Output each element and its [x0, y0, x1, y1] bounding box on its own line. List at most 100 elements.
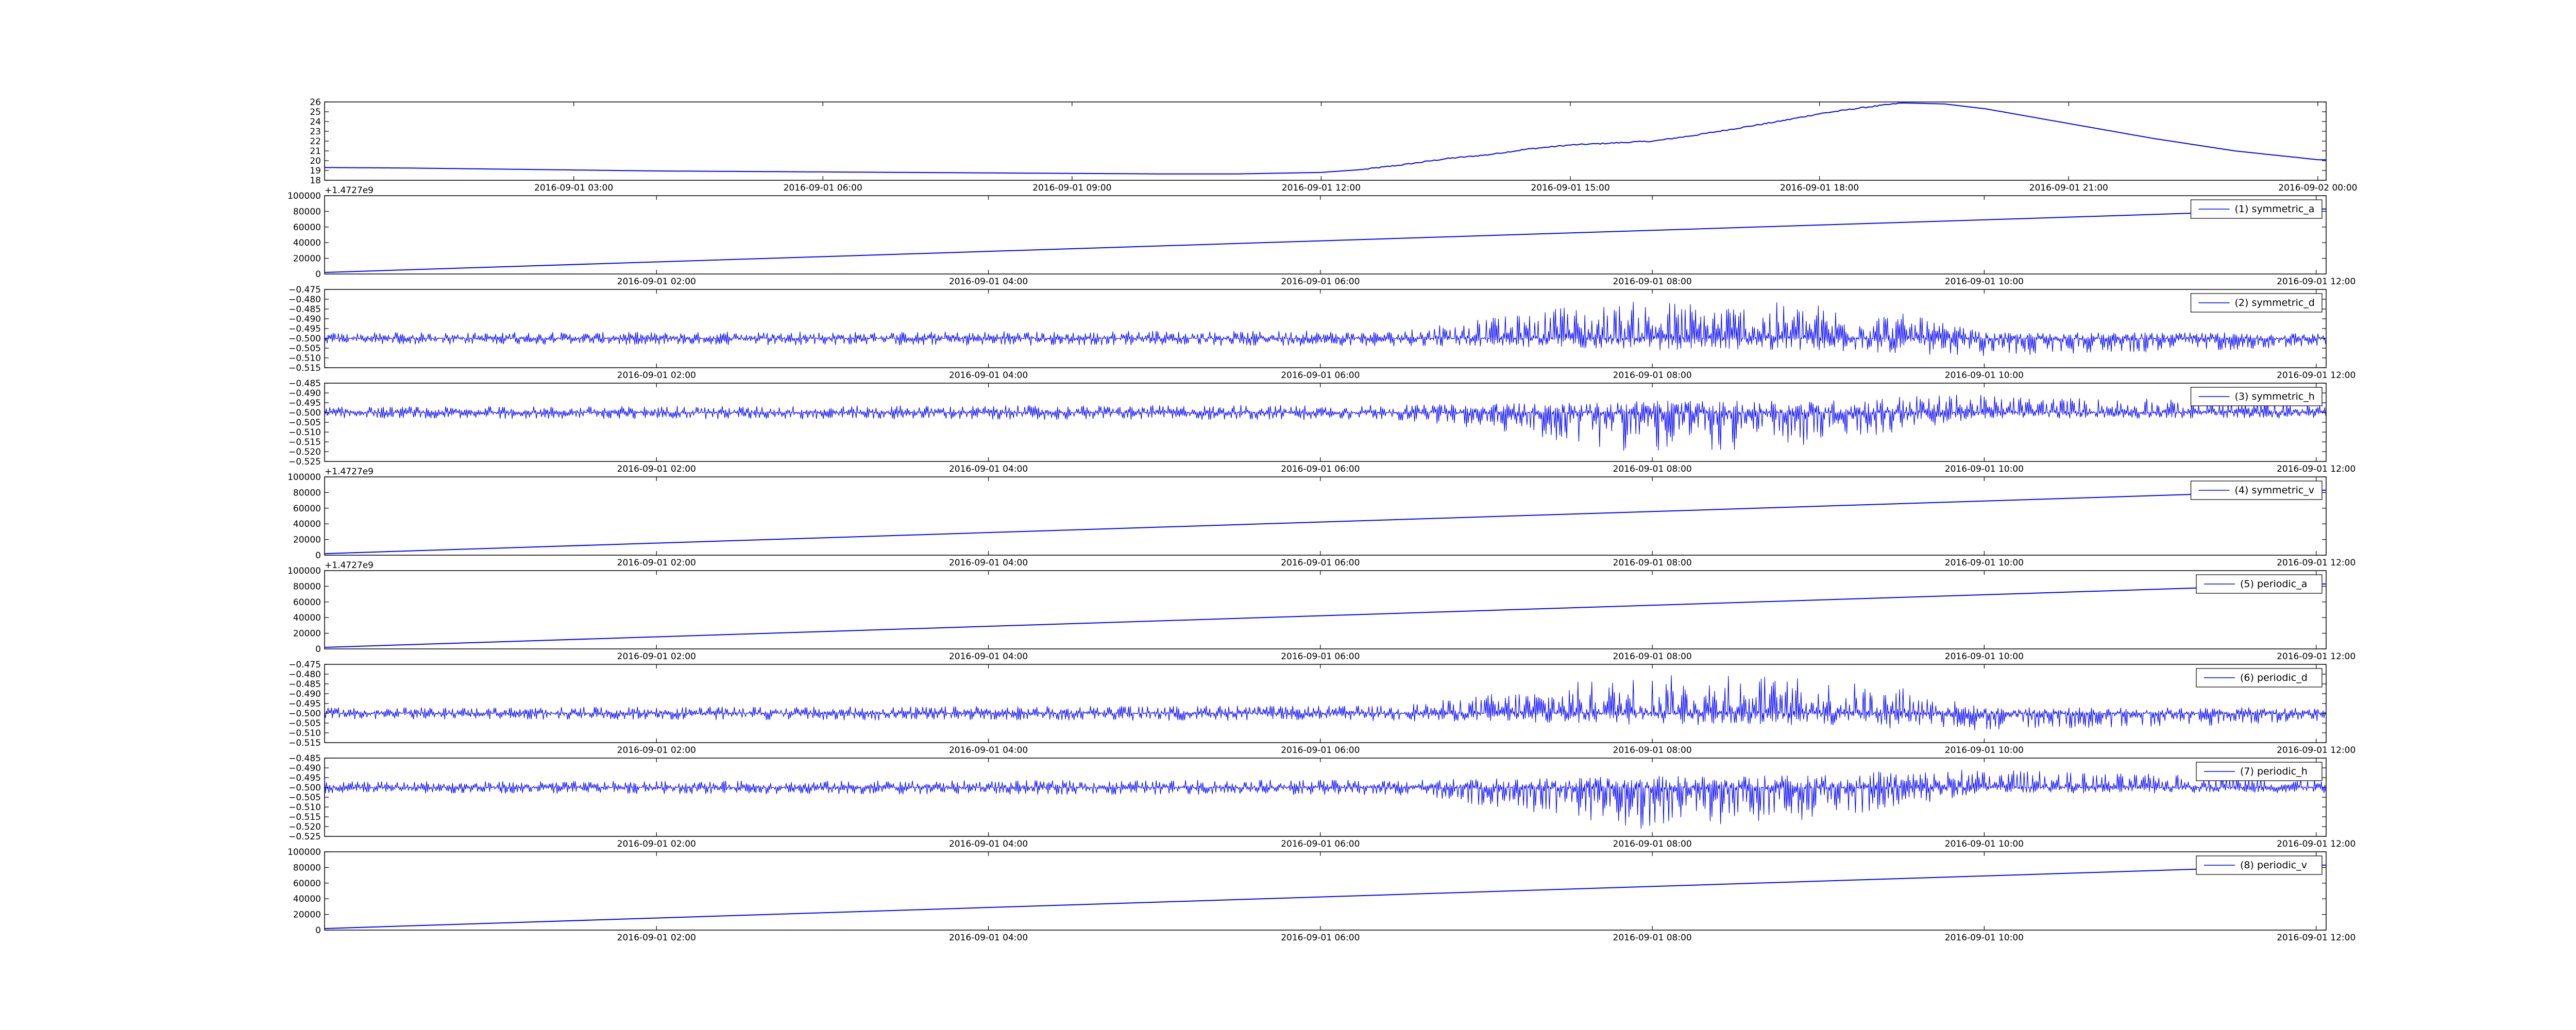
- x-tick-label: 2016-09-01 08:00: [1613, 745, 1692, 756]
- y-tick-label: −0.510: [289, 802, 321, 813]
- y-tick-label: −0.480: [289, 670, 321, 680]
- axes-frame: [324, 101, 2327, 181]
- x-tick-label: 2016-09-01 12:00: [2277, 464, 2355, 474]
- axes-frame: [324, 476, 2327, 556]
- x-tick-label: 2016-09-01 18:00: [1780, 183, 1859, 193]
- series-line: [325, 302, 2326, 356]
- legend: (7) periodic_h: [2196, 762, 2323, 781]
- y-tick-label: 25: [310, 107, 321, 117]
- y-tick-label: −0.525: [289, 832, 321, 842]
- x-tick-label: 2016-09-01 06:00: [1281, 277, 1360, 287]
- subplot-4: −0.525−0.520−0.515−0.510−0.505−0.500−0.4…: [289, 379, 2355, 474]
- subplot-2: 0 20000 40000 60000 80000 100000 2016-09-01 02…: [287, 185, 2355, 287]
- legend: (5) periodic_a: [2196, 574, 2323, 594]
- y-tick-label: 60000: [293, 597, 321, 608]
- x-tick-label: 2016-09-01 12:00: [2277, 651, 2355, 662]
- legend: (2) symmetric_d: [2190, 293, 2323, 313]
- x-tick-label: 2016-09-01 10:00: [1945, 464, 2024, 474]
- x-tick-label: 2016-09-02 00:00: [2278, 183, 2357, 193]
- y-tick-label: 60000: [293, 504, 321, 514]
- x-tick-label: 2016-09-01 06:00: [1281, 464, 1360, 474]
- legend: (8) periodic_v: [2196, 855, 2323, 875]
- y-tick-label: −0.500: [289, 408, 321, 418]
- x-tick-label: 2016-09-01 06:00: [1281, 370, 1360, 381]
- subplot-3: −0.515−0.510−0.505−0.500−0.495−0.490−0.4…: [289, 285, 2355, 381]
- y-tick-label: −0.520: [289, 822, 321, 832]
- y-tick-label: −0.485: [289, 304, 321, 315]
- y-tick-label: −0.510: [289, 353, 321, 364]
- series-line: [325, 675, 2326, 730]
- plot-area: [325, 864, 2326, 929]
- axes-frame: [324, 758, 2327, 837]
- y-tick-label: −0.500: [289, 334, 321, 344]
- plot-area: [325, 675, 2326, 730]
- y-tick-label: 18: [310, 176, 321, 186]
- y-tick-label: 60000: [293, 222, 321, 233]
- y-tick-label: 19: [310, 166, 321, 176]
- x-tick-label: 2016-09-01 08:00: [1613, 370, 1692, 381]
- y-tick-label: 40000: [293, 894, 321, 904]
- y-tick-label: −0.490: [289, 689, 321, 699]
- x-tick-label: 2016-09-01 12:00: [2277, 839, 2355, 849]
- legend-label: (3) symmetric_h: [2235, 391, 2315, 402]
- x-tick-label: 2016-09-01 10:00: [1945, 558, 2024, 568]
- x-tick-label: 2016-09-01 08:00: [1613, 651, 1692, 662]
- x-tick-label: 2016-09-01 02:00: [617, 651, 696, 662]
- offset-text: +1.4727e9: [325, 185, 374, 196]
- y-tick-label: −0.475: [289, 285, 321, 295]
- x-tick-label: 2016-09-01 04:00: [949, 839, 1028, 849]
- legend: (4) symmetric_v: [2190, 480, 2323, 500]
- y-tick-label: 80000: [293, 488, 321, 498]
- x-tick-label: 2016-09-01 10:00: [1945, 745, 2024, 756]
- x-tick-label: 2016-09-01 02:00: [617, 277, 696, 287]
- x-tick-label: 2016-09-01 06:00: [1281, 558, 1360, 568]
- y-tick-label: 40000: [293, 238, 321, 248]
- plot-area: [325, 769, 2326, 829]
- y-tick-label: −0.505: [289, 344, 321, 354]
- x-tick-label: 2016-09-01 02:00: [617, 745, 696, 756]
- series-line: [325, 208, 2326, 273]
- x-tick-label: 2016-09-01 06:00: [1281, 933, 1360, 943]
- legend-label: (1) symmetric_a: [2235, 203, 2315, 215]
- y-tick-label: 0: [315, 925, 321, 936]
- y-tick-label: −0.515: [289, 738, 321, 748]
- series-line: [325, 489, 2326, 554]
- y-tick-label: −0.500: [289, 783, 321, 793]
- y-tick-label: −0.495: [289, 398, 321, 408]
- plot-area: [325, 102, 2326, 175]
- y-tick-label: 20000: [293, 535, 321, 545]
- y-tick-label: 0: [315, 269, 321, 280]
- y-tick-label: 20000: [293, 629, 321, 639]
- x-tick-label: 2016-09-01 04:00: [949, 558, 1028, 568]
- x-tick-label: 2016-09-01 12:00: [2277, 277, 2355, 287]
- offset-text: +1.4727e9: [325, 467, 374, 477]
- subplot-9: 0 20000 40000 60000 80000 100000 2016-09-01 02…: [287, 847, 2355, 943]
- x-tick-label: 2016-09-01 12:00: [2277, 745, 2355, 756]
- x-tick-label: 2016-09-01 06:00: [1281, 651, 1360, 662]
- y-tick-label: −0.510: [289, 427, 321, 438]
- plot-area: [325, 302, 2326, 356]
- x-tick-label: 2016-09-01 10:00: [1945, 277, 2024, 287]
- y-tick-label: −0.495: [289, 773, 321, 783]
- series-line: [325, 583, 2326, 648]
- y-tick-label: −0.485: [289, 379, 321, 389]
- x-tick-label: 2016-09-01 04:00: [949, 464, 1028, 474]
- y-tick-label: 80000: [293, 863, 321, 873]
- x-tick-label: 2016-09-01 10:00: [1945, 933, 2024, 943]
- y-tick-label: −0.515: [289, 437, 321, 448]
- y-tick-label: −0.485: [289, 753, 321, 764]
- x-tick-label: 2016-09-01 08:00: [1613, 558, 1692, 568]
- y-tick-label: 0: [315, 551, 321, 561]
- y-tick-label: −0.490: [289, 388, 321, 399]
- x-tick-label: 2016-09-01 10:00: [1945, 651, 2024, 662]
- legend-label: (6) periodic_d: [2240, 672, 2308, 683]
- legend: (6) periodic_d: [2196, 668, 2323, 688]
- y-tick-label: 80000: [293, 581, 321, 592]
- x-tick-label: 2016-09-01 03:00: [534, 183, 613, 193]
- y-tick-label: 23: [310, 127, 321, 137]
- axes-frame: [324, 383, 2327, 462]
- y-tick-label: −0.480: [289, 295, 321, 305]
- x-tick-label: 2016-09-01 12:00: [1282, 183, 1361, 193]
- x-tick-label: 2016-09-01 02:00: [617, 464, 696, 474]
